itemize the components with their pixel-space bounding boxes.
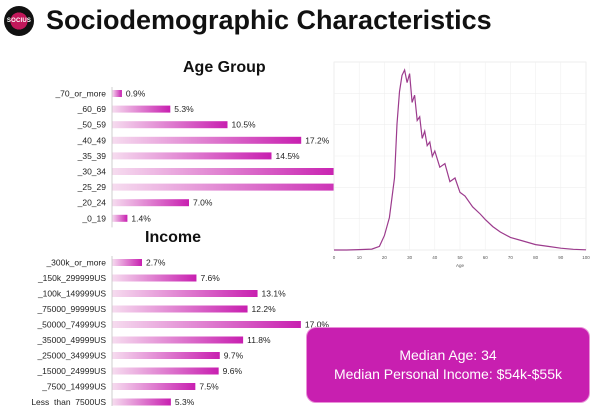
category-label-35000-49999us: _35000_49999US xyxy=(36,335,106,345)
value-label-60-69: 5.3% xyxy=(174,104,194,114)
category-label-150k-299999us: _150k_299999US xyxy=(37,273,106,283)
income-chart-title: Income xyxy=(145,229,202,246)
value-label-300k-or-more: 2.7% xyxy=(146,258,166,268)
category-label-25-29: _25_29 xyxy=(77,182,107,192)
bar-35000-49999us xyxy=(112,336,244,344)
value-label-25000-34999us: 9.7% xyxy=(224,351,244,361)
bar-50-59 xyxy=(112,121,228,129)
category-label-75000-99999us: _75000_99999US xyxy=(36,304,106,314)
value-label-35-39: 14.5% xyxy=(276,151,301,161)
bar-0-19 xyxy=(112,214,128,222)
bar-25-29 xyxy=(112,183,340,191)
bar-40-49 xyxy=(112,136,302,144)
category-label-70-or-more: _70_or_more xyxy=(54,89,106,99)
category-label-40-49: _40_49 xyxy=(77,135,107,145)
value-label-7500-14999us: 7.5% xyxy=(199,382,219,392)
value-label-20-24: 7.0% xyxy=(193,198,213,208)
bar-50000-74999us xyxy=(112,321,301,328)
x-tick-100: 100 xyxy=(582,255,590,260)
value-label-less-than-7500us: 5.3% xyxy=(175,397,195,406)
logo-text: SOCIUS xyxy=(6,18,32,24)
value-label-50000-74999us: 17.0% xyxy=(305,320,330,330)
value-label-75000-99999us: 12.2% xyxy=(252,304,277,314)
median-callout: Median Age: 34 Median Personal Income: $… xyxy=(306,327,590,403)
page-title: Sociodemographic Characteristics xyxy=(46,5,492,35)
category-label-0-19: _0_19 xyxy=(81,213,106,223)
bar-100k-149999us xyxy=(112,290,258,297)
value-label-35000-49999us: 11.8% xyxy=(247,335,271,345)
bar-less-than-7500us xyxy=(112,398,171,406)
value-label-150k-299999us: 7.6% xyxy=(200,273,220,283)
x-tick-60: 60 xyxy=(483,255,489,260)
bar-75000-99999us xyxy=(112,305,248,313)
x-tick-30: 30 xyxy=(407,255,413,260)
value-label-15000-24999us: 9.6% xyxy=(223,366,243,376)
age-density-plot: 0 10 20 30 40 50 60 70 80 90 100 Age xyxy=(333,61,590,268)
x-tick-10: 10 xyxy=(357,255,363,260)
bar-60-69 xyxy=(112,105,171,113)
category-label-7500-14999us: _7500_14999US xyxy=(41,382,106,392)
category-label-60-69: _60_69 xyxy=(77,104,107,114)
category-label-15000-24999us: _15000_24999US xyxy=(36,366,106,376)
x-axis-label: Age xyxy=(456,263,465,268)
age-chart-title: Age Group xyxy=(183,59,266,76)
value-label-50-59: 10.5% xyxy=(232,120,257,130)
x-tick-90: 90 xyxy=(558,255,564,260)
bar-150k-299999us xyxy=(112,274,197,282)
bar-300k-or-more xyxy=(112,259,142,266)
category-label-100k-149999us: _100k_149999US xyxy=(37,289,106,299)
bar-70-or-more xyxy=(112,90,122,97)
bar-30-34 xyxy=(112,168,340,175)
median-age-text: Median Age: 34 xyxy=(399,347,497,363)
x-tick-40: 40 xyxy=(432,255,438,260)
category-label-less-than-7500us: Less_than_7500US xyxy=(31,397,106,406)
x-tick-50: 50 xyxy=(457,255,463,260)
category-label-35-39: _35_39 xyxy=(77,151,107,161)
bar-25000-34999us xyxy=(112,352,220,359)
value-label-70-or-more: 0.9% xyxy=(126,89,146,99)
category-label-20-24: _20_24 xyxy=(77,198,107,208)
bar-15000-24999us xyxy=(112,367,219,375)
category-label-300k-or-more: _300k_or_more xyxy=(45,258,106,268)
category-label-50000-74999us: _50000_74999US xyxy=(36,320,106,330)
value-label-40-49: 17.2% xyxy=(305,135,330,145)
category-label-30-34: _30_34 xyxy=(77,167,107,177)
income-bar-chart: _300k_or_more 2.7% _150k_299999US 7.6% _100k… xyxy=(31,256,330,406)
category-label-50-59: _50_59 xyxy=(77,120,107,130)
density-line xyxy=(334,68,587,251)
age-group-bar-chart: _70_or_more 0.9% _60_69 5.3% _50_59 10.5% _40_… xyxy=(54,87,340,228)
bar-7500-14999us xyxy=(112,383,196,390)
value-label-0-19: 1.4% xyxy=(131,213,151,223)
value-label-100k-149999us: 13.1% xyxy=(262,289,287,299)
x-tick-20: 20 xyxy=(382,255,388,260)
x-tick-0: 0 xyxy=(333,255,336,260)
median-income-text: Median Personal Income: $54k-$55k xyxy=(333,366,563,382)
x-tick-80: 80 xyxy=(533,255,539,260)
category-label-25000-34999us: _25000_34999US xyxy=(36,351,106,361)
brand-logo: SOCIUS xyxy=(4,6,34,36)
x-tick-70: 70 xyxy=(508,255,514,260)
bar-20-24 xyxy=(112,199,189,207)
bar-35-39 xyxy=(112,152,272,160)
